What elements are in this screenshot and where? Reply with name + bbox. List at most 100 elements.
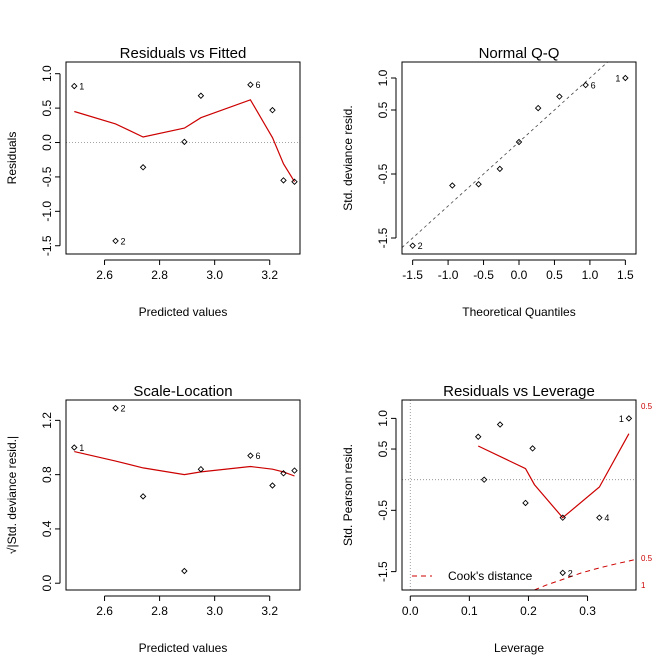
- data-point: [291, 467, 298, 474]
- y-tick-label: 0.5: [40, 99, 54, 116]
- point-label: 4: [604, 513, 609, 523]
- plot-title: Residuals vs Fitted: [120, 45, 247, 62]
- point-label: 6: [591, 81, 596, 91]
- x-tick-label: 2.8: [151, 268, 168, 282]
- y-tick-label: 0.0: [40, 134, 54, 151]
- point-label: 1: [615, 74, 620, 84]
- data-point: [280, 177, 287, 184]
- data-point: [269, 482, 276, 489]
- y-tick-label: 0.0: [40, 575, 54, 592]
- panel-1: 1 2 6 2.6 2.8 3.0 3.2 -1.5 -1.0 -0.5 0.0 0.5 1.0 Resi…: [5, 45, 301, 319]
- data-point: [197, 92, 205, 99]
- y-tick-label: 1.2: [40, 412, 54, 429]
- data-point: [247, 81, 254, 88]
- y-tick-label: 1.0: [376, 69, 390, 86]
- y-tick-label: -1.5: [40, 235, 54, 256]
- point-label: 1: [79, 82, 84, 92]
- point-label: 2: [121, 236, 126, 246]
- cooks-side-label: 0.5: [641, 402, 653, 411]
- y-axis-label: Std. deviance resid.: [341, 105, 355, 210]
- y-tick-label: -1.5: [376, 227, 390, 248]
- x-tick-label: 0.2: [520, 604, 537, 618]
- y-tick-label: 1.0: [40, 65, 54, 82]
- x-axis-label: Predicted values: [139, 305, 228, 319]
- data-point: [559, 569, 566, 577]
- data-point: [247, 452, 254, 459]
- y-tick-label: -0.5: [376, 163, 390, 184]
- point-label: 6: [255, 80, 260, 90]
- data-point: [529, 445, 536, 452]
- data-point: [515, 138, 523, 146]
- qq-reference-line: [402, 62, 609, 248]
- point-label: 2: [121, 404, 126, 414]
- y-tick-label: 0.4: [40, 520, 54, 537]
- x-tick-label: 2.6: [96, 604, 113, 618]
- cooks-distance-curve: [534, 558, 636, 590]
- y-tick-label: 0.5: [376, 440, 390, 457]
- x-tick-label: 0.0: [511, 268, 528, 282]
- data-point: [197, 465, 205, 473]
- x-tick-label: 2.8: [151, 604, 168, 618]
- plot-title: Normal Q-Q: [479, 45, 560, 62]
- data-point: [181, 567, 188, 575]
- y-tick-label: -1.5: [376, 561, 390, 582]
- point-label: 2: [568, 568, 573, 578]
- smooth-line: [477, 433, 630, 519]
- y-tick-label: -1.0: [40, 201, 54, 222]
- data-point: [181, 138, 188, 146]
- data-point: [280, 470, 287, 477]
- data-point: [475, 181, 482, 188]
- x-tick-label: 3.0: [206, 604, 223, 618]
- legend-label: Cook's distance: [448, 569, 533, 583]
- x-tick-label: 3.0: [206, 268, 223, 282]
- plot-frame: [401, 399, 637, 591]
- point-label: 6: [255, 451, 260, 461]
- data-point: [269, 106, 276, 114]
- point-label: 1: [619, 414, 624, 424]
- data-point: [534, 104, 542, 112]
- cooks-side-label: 0.5: [641, 554, 653, 563]
- data-point: [496, 165, 504, 173]
- data-point: [596, 514, 603, 521]
- panel-3: 1 2 6 2.6 2.8 3.0 3.2 0.0 0.4 0.8 1.2 Scale-Locatio…: [5, 383, 301, 655]
- x-tick-label: 1.5: [617, 268, 634, 282]
- x-axis-label: Leverage: [494, 641, 544, 655]
- x-tick-label: 0.1: [461, 604, 478, 618]
- panel-4: 2 4 1 0.0 0.1 0.2 0.3 -1.5 -0.5 0.5 1.0 Residuals v…: [341, 383, 653, 655]
- panel-2: 2 6 1 -1.5 -1.0 -0.5 0.0 0.5 1.0 1.5 -1.5 -0.5 0.5 1.…: [341, 45, 637, 319]
- y-tick-label: 0.8: [40, 466, 54, 483]
- point-label: 2: [418, 241, 423, 251]
- plot-frame: [65, 399, 301, 591]
- y-tick-label: -0.5: [376, 500, 390, 521]
- data-point: [112, 404, 119, 412]
- y-tick-label: -0.5: [40, 166, 54, 187]
- point-label: 1: [79, 443, 84, 453]
- data-point: [622, 74, 629, 82]
- plot-frame: [401, 61, 637, 255]
- x-tick-label: -1.5: [402, 268, 423, 282]
- plot-frame: [65, 61, 301, 255]
- x-tick-label: 0.5: [546, 268, 563, 282]
- x-tick-label: -1.0: [438, 268, 459, 282]
- data-point: [556, 93, 563, 100]
- data-point: [496, 421, 504, 428]
- data-point: [71, 444, 78, 451]
- data-point: [409, 242, 416, 249]
- x-axis-label: Theoretical Quantiles: [462, 305, 575, 319]
- plot-title: Scale-Location: [133, 383, 232, 400]
- plot-title: Residuals vs Leverage: [443, 383, 595, 400]
- data-point: [139, 493, 147, 500]
- y-axis-label: √|Std. deviance resid.|: [5, 436, 19, 554]
- x-tick-label: 1.0: [582, 268, 599, 282]
- x-tick-label: 2.6: [96, 268, 113, 282]
- data-point: [625, 415, 633, 422]
- plot-area: [402, 62, 609, 248]
- x-tick-label: 3.2: [261, 268, 278, 282]
- smooth-line: [74, 99, 296, 183]
- data-point: [139, 164, 147, 171]
- data-point: [112, 237, 119, 245]
- x-tick-label: 0.3: [579, 604, 596, 618]
- cooks-side-label: 1: [641, 581, 646, 590]
- data-point: [449, 182, 456, 189]
